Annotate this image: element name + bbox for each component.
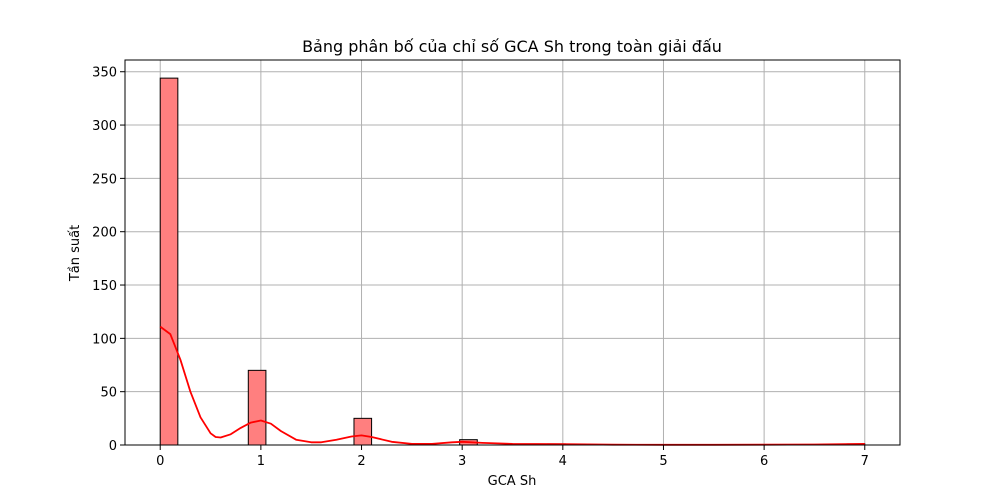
x-tick-label: 3 <box>458 454 466 469</box>
x-tick-label: 1 <box>257 454 265 469</box>
y-tick-label: 350 <box>92 66 117 81</box>
histogram-bar <box>159 77 179 446</box>
y-tick-label: 250 <box>92 172 117 187</box>
chart-title: Bảng phân bố của chỉ số GCA Sh trong toà… <box>302 37 722 56</box>
x-tick-label: 4 <box>559 454 567 469</box>
y-axis: 0 50 100 150 200 250 300 350 <box>92 66 125 454</box>
y-tick-label: 50 <box>100 386 117 401</box>
x-axis-title: GCA Sh <box>488 474 537 489</box>
y-axis-title: Tần suất <box>68 225 83 282</box>
y-tick-label: 300 <box>92 119 117 134</box>
y-tick-label: 200 <box>92 226 117 241</box>
histogram-bar <box>353 417 373 446</box>
grid <box>125 60 900 446</box>
histogram-bars <box>159 77 866 446</box>
y-tick-label: 0 <box>109 439 117 454</box>
y-tick-label: 150 <box>92 279 117 294</box>
x-tick-label: 5 <box>659 454 667 469</box>
x-tick-label: 0 <box>156 454 164 469</box>
histogram-bar <box>247 369 267 446</box>
kde-line <box>159 325 865 446</box>
x-axis: 0 1 2 3 4 5 6 7 <box>156 445 869 469</box>
kde-curve <box>159 325 865 446</box>
y-tick-label: 100 <box>92 332 117 347</box>
x-tick-label: 7 <box>861 454 869 469</box>
x-tick-label: 6 <box>760 454 768 469</box>
x-tick-label: 2 <box>357 454 365 469</box>
plot-frame <box>124 59 901 446</box>
